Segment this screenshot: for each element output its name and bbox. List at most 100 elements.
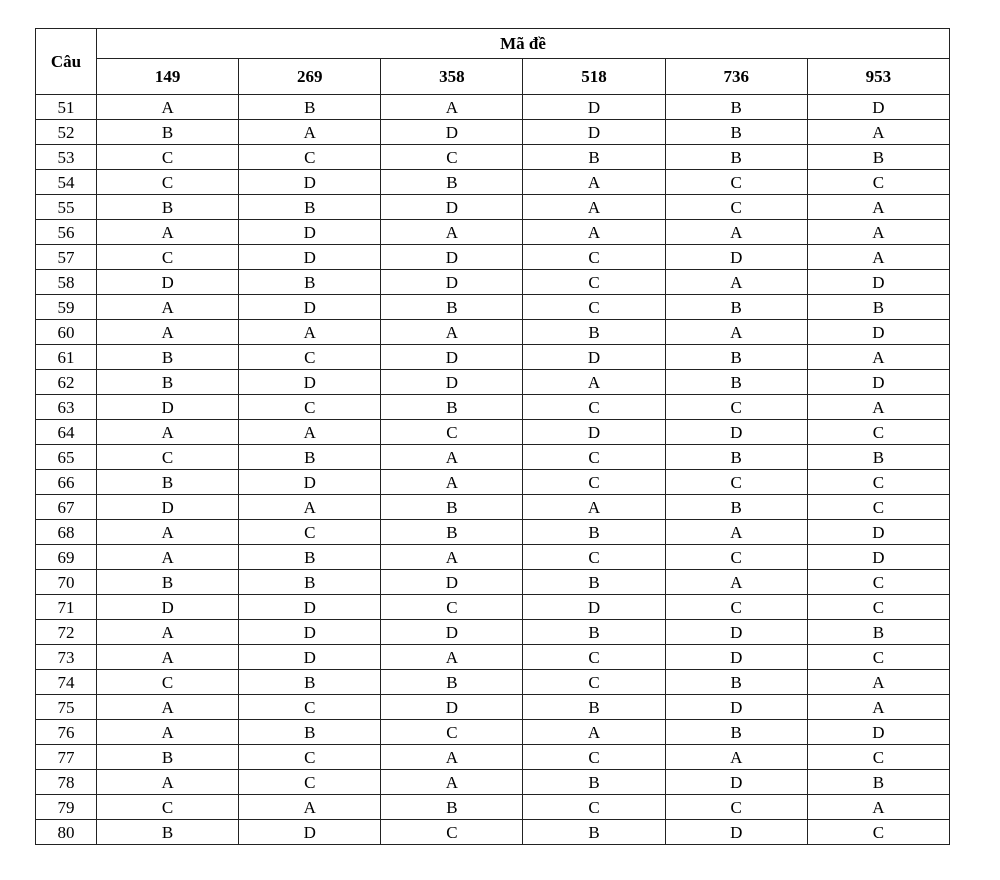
answer-cell: C bbox=[238, 519, 382, 545]
table-row: 59 A D B C B B bbox=[35, 294, 951, 320]
answer-cell: A bbox=[95, 419, 240, 445]
answer-cell: D bbox=[522, 344, 666, 370]
answer-cell: B bbox=[806, 144, 951, 170]
answer-cell: D bbox=[664, 244, 808, 270]
answer-cell: D bbox=[806, 94, 951, 120]
table-row: 80 B D C B D C bbox=[35, 819, 951, 845]
answer-cell: A bbox=[806, 694, 951, 720]
answer-cell: B bbox=[806, 619, 951, 645]
answer-cell: C bbox=[380, 819, 524, 845]
table-row: 63 D C B C C A bbox=[35, 394, 951, 420]
answer-cell: C bbox=[380, 144, 524, 170]
header-code-358: 358 bbox=[380, 58, 524, 95]
answer-cell: D bbox=[380, 269, 524, 295]
answer-cell: A bbox=[95, 544, 240, 570]
answer-cell: B bbox=[238, 719, 382, 745]
table-row: 58 D B D C A D bbox=[35, 269, 951, 295]
answer-cell: B bbox=[664, 719, 808, 745]
answer-cell: A bbox=[522, 369, 666, 395]
answer-cell: B bbox=[95, 744, 240, 770]
answer-cell: A bbox=[238, 319, 382, 345]
answer-cell: C bbox=[238, 694, 382, 720]
answer-cell: D bbox=[95, 594, 240, 620]
table-row: 65 C B A C B B bbox=[35, 444, 951, 470]
answer-cell: A bbox=[806, 194, 951, 220]
answer-cell: D bbox=[522, 419, 666, 445]
answer-cell: D bbox=[806, 319, 951, 345]
answer-cell: B bbox=[238, 444, 382, 470]
question-number: 58 bbox=[35, 269, 97, 295]
answer-cell: C bbox=[95, 444, 240, 470]
answer-cell: C bbox=[238, 744, 382, 770]
answer-cell: A bbox=[806, 669, 951, 695]
answer-cell: A bbox=[522, 169, 666, 195]
question-number: 74 bbox=[35, 669, 97, 695]
answer-cell: D bbox=[238, 819, 382, 845]
answer-cell: D bbox=[238, 244, 382, 270]
table-row: 53 C C C B B B bbox=[35, 144, 951, 170]
answer-cell: D bbox=[380, 244, 524, 270]
answer-cell: C bbox=[806, 644, 951, 670]
answer-cell: C bbox=[238, 769, 382, 795]
answer-cell: D bbox=[806, 719, 951, 745]
answer-cell: C bbox=[806, 169, 951, 195]
header-row-group: Câu Mã đề bbox=[35, 28, 950, 95]
answer-cell: C bbox=[806, 419, 951, 445]
answer-cell: A bbox=[95, 519, 240, 545]
table-row: 73 A D A C D C bbox=[35, 644, 951, 670]
table-row: 77 B C A C A C bbox=[35, 744, 951, 770]
answer-cell: D bbox=[806, 269, 951, 295]
answer-cell: C bbox=[664, 794, 808, 820]
question-number: 57 bbox=[35, 244, 97, 270]
answer-cell: C bbox=[380, 419, 524, 445]
question-number: 64 bbox=[35, 419, 97, 445]
header-exam-code: Mã đề bbox=[96, 28, 950, 59]
answer-cell: B bbox=[522, 569, 666, 595]
answer-cell: B bbox=[664, 344, 808, 370]
answer-cell: D bbox=[238, 619, 382, 645]
table-row: 54 C D B A C C bbox=[35, 169, 951, 195]
answer-cell: D bbox=[664, 619, 808, 645]
table-row: 70 B B D B A C bbox=[35, 569, 951, 595]
answer-cell: B bbox=[522, 319, 666, 345]
answer-cell: B bbox=[664, 119, 808, 145]
answer-cell: C bbox=[522, 744, 666, 770]
question-number: 66 bbox=[35, 469, 97, 495]
answer-cell: D bbox=[238, 644, 382, 670]
answer-cell: D bbox=[806, 369, 951, 395]
answer-cell: D bbox=[380, 369, 524, 395]
question-number: 75 bbox=[35, 694, 97, 720]
answer-cell: B bbox=[522, 769, 666, 795]
answer-cell: B bbox=[664, 144, 808, 170]
question-number: 55 bbox=[35, 194, 97, 220]
answer-cell: C bbox=[664, 594, 808, 620]
table-body: 51 A B A D B D 52 B A D D B A 53 C C C B B B 54 C D B A C C 55 B B D A C A… bbox=[35, 94, 951, 845]
question-number: 60 bbox=[35, 319, 97, 345]
question-number: 67 bbox=[35, 494, 97, 520]
table-row: 79 C A B C C A bbox=[35, 794, 951, 820]
answer-key-table: Câu Mã đề 149 269 358 518 736 953 51 A B A D B D 52 B… bbox=[35, 28, 951, 845]
answer-cell: D bbox=[664, 419, 808, 445]
question-number: 56 bbox=[35, 219, 97, 245]
answer-cell: D bbox=[664, 644, 808, 670]
answer-cell: B bbox=[95, 469, 240, 495]
answer-cell: C bbox=[522, 394, 666, 420]
answer-cell: B bbox=[664, 494, 808, 520]
answer-cell: A bbox=[380, 469, 524, 495]
answer-cell: D bbox=[664, 694, 808, 720]
answer-cell: A bbox=[380, 544, 524, 570]
answer-cell: D bbox=[380, 344, 524, 370]
table-row: 52 B A D D B A bbox=[35, 119, 951, 145]
answer-cell: D bbox=[380, 694, 524, 720]
answer-cell: A bbox=[238, 794, 382, 820]
question-number: 52 bbox=[35, 119, 97, 145]
header-code-269: 269 bbox=[238, 58, 382, 95]
answer-cell: A bbox=[380, 319, 524, 345]
answer-cell: A bbox=[522, 719, 666, 745]
question-number: 59 bbox=[35, 294, 97, 320]
answer-cell: A bbox=[238, 119, 382, 145]
table-row: 64 A A C D D C bbox=[35, 419, 951, 445]
question-number: 62 bbox=[35, 369, 97, 395]
answer-cell: B bbox=[380, 669, 524, 695]
question-number: 80 bbox=[35, 819, 97, 845]
